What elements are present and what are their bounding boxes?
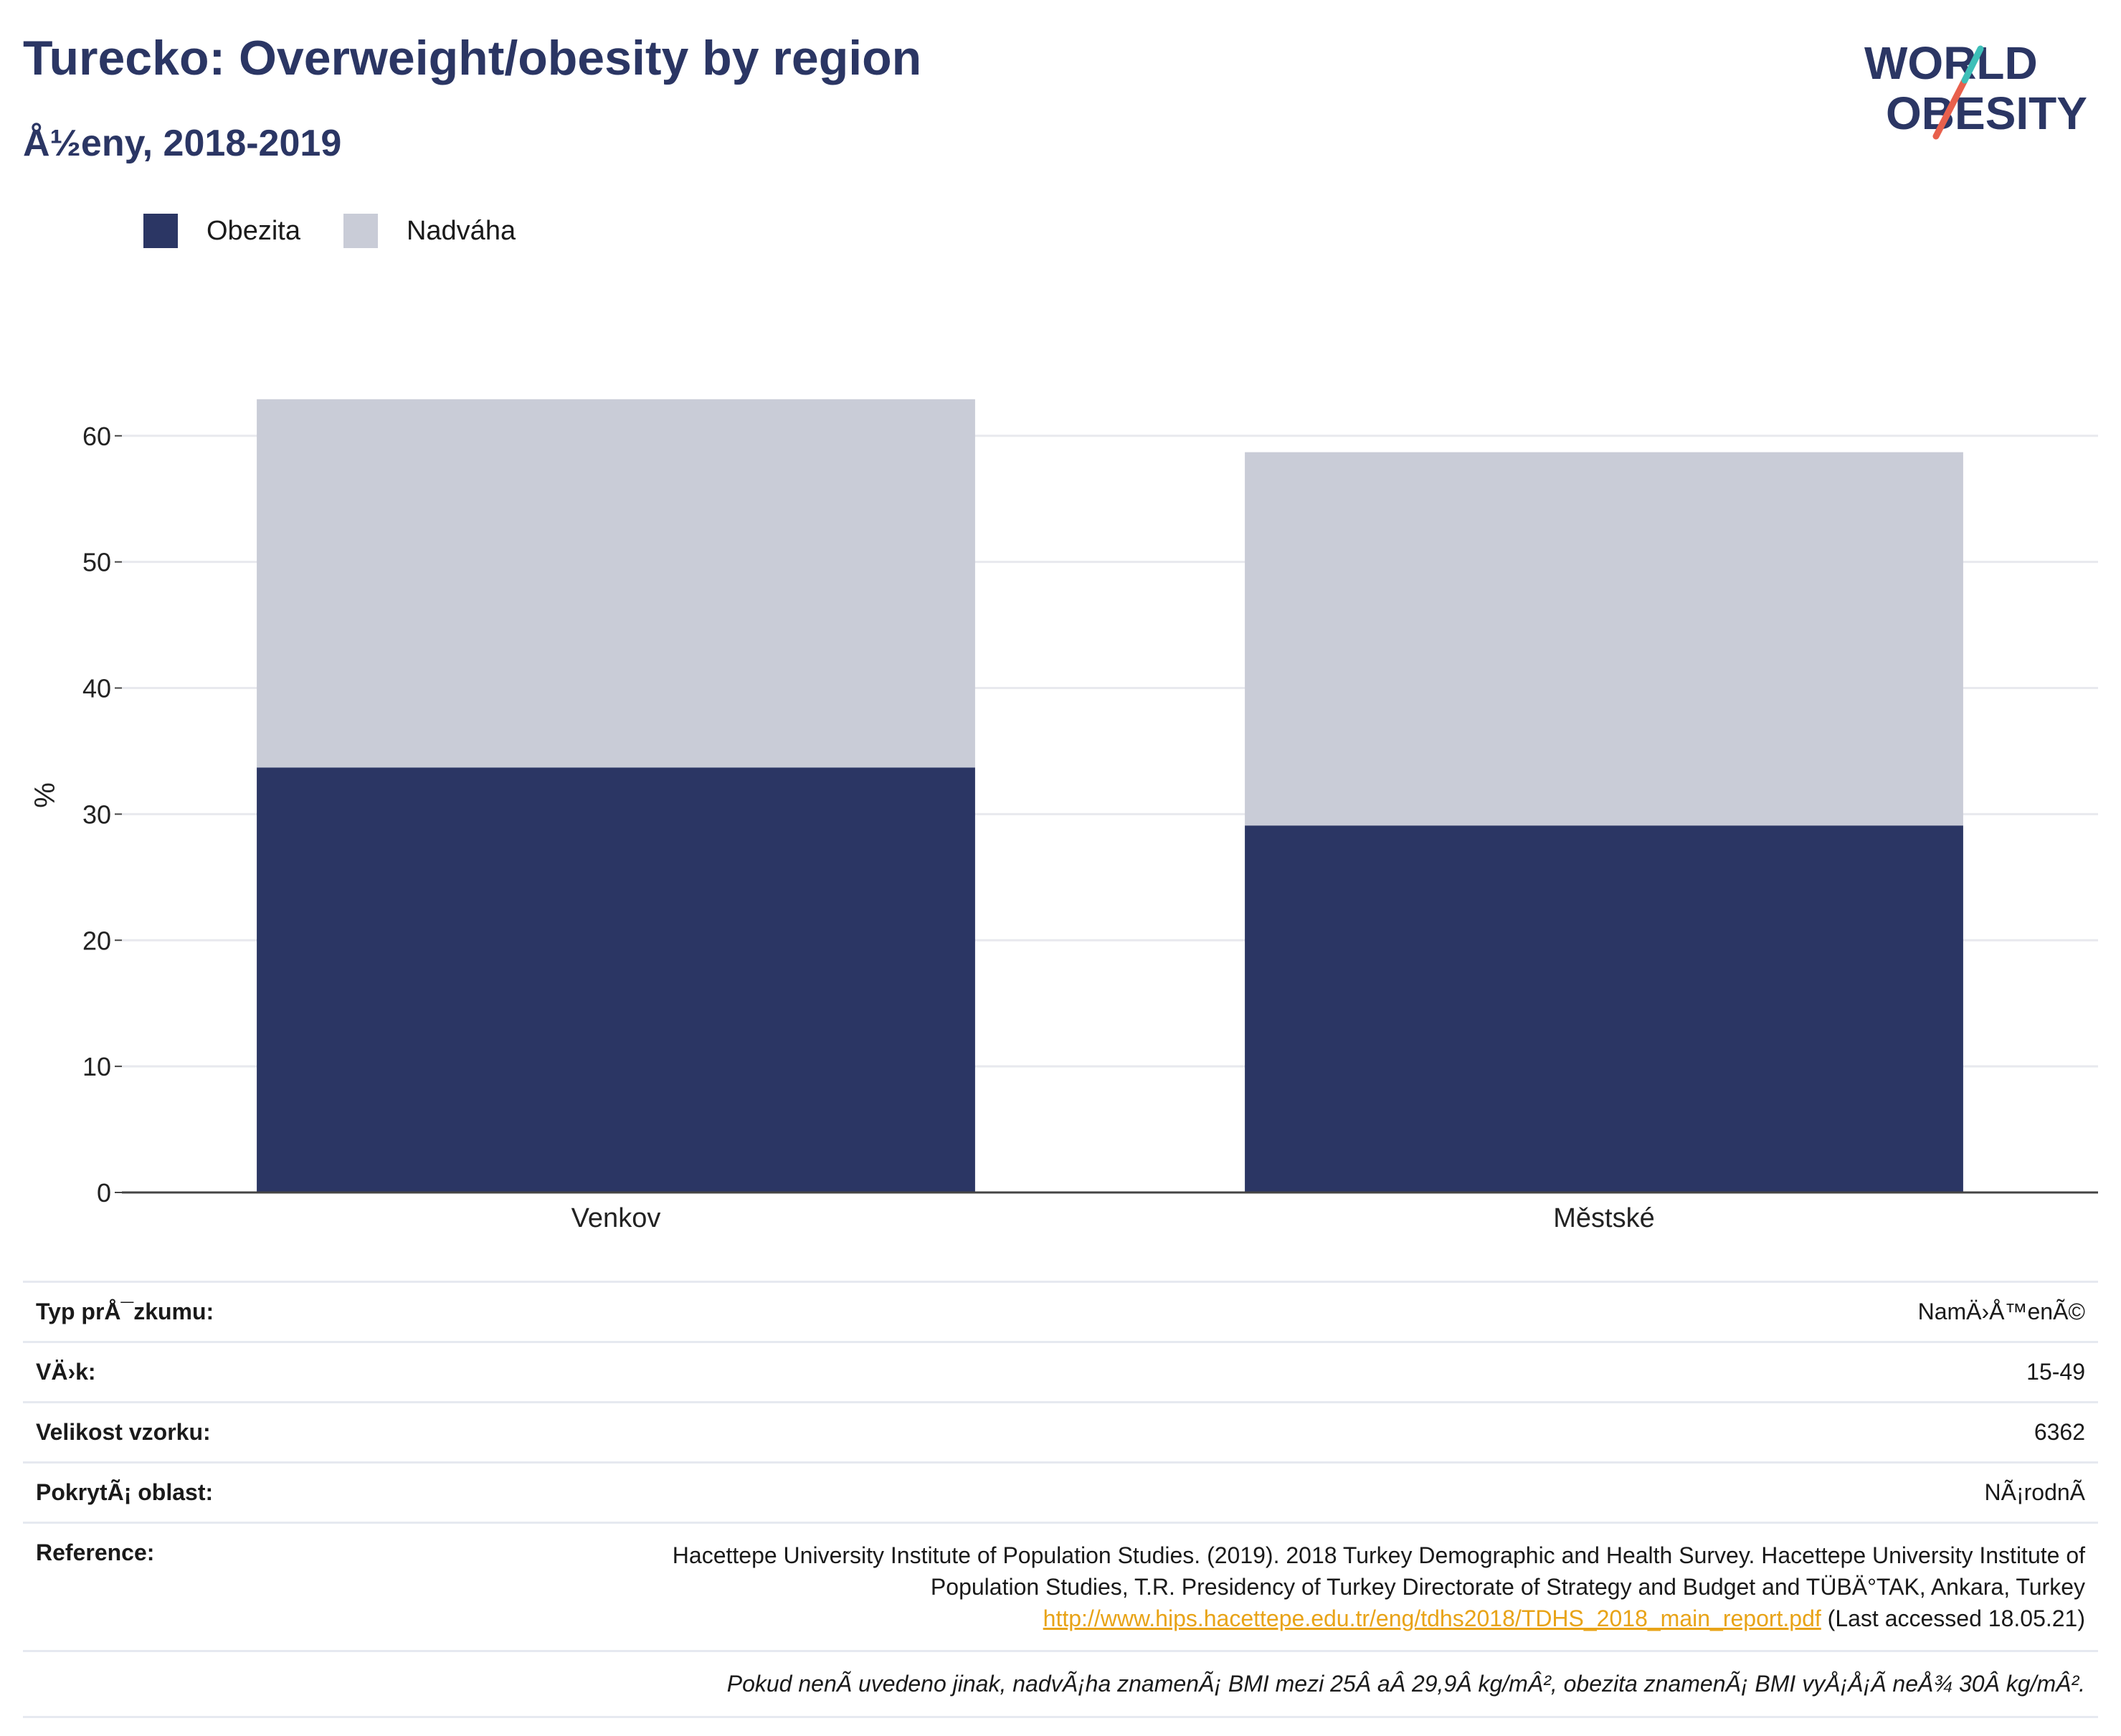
y-tick-label: 50	[82, 548, 111, 577]
stacked-bar-chart: 0 10 20 30 40 50 60% Venkov Městské	[29, 399, 2098, 1233]
definition-note: Pokud nenÃ uvedeno jinak, nadvÃ¡ha zname…	[23, 1650, 2098, 1718]
reference-accessed: (Last accessed 18.05.21)	[1827, 1605, 2085, 1631]
bar-nadváha	[1245, 452, 1963, 826]
x-category-label: Venkov	[571, 1203, 661, 1233]
legend-item-nadvaha[interactable]: Nadváha	[343, 214, 516, 248]
y-tick-label: 20	[82, 926, 111, 955]
meta-row-survey-type: Typ prÅ¯zkumu: NamÄ›Å™enÃ©	[23, 1281, 2098, 1341]
logo-line1: WORLD	[1864, 37, 2038, 89]
logo-line2: OBESITY	[1886, 87, 2087, 139]
age-label: VÄ›k:	[36, 1359, 96, 1385]
y-tick-label: 30	[82, 800, 111, 829]
survey-metadata-table: Typ prÅ¯zkumu: NamÄ›Å™enÃ© VÄ›k: 15-49 V…	[23, 1281, 2098, 1718]
reference-value: Hacettepe University Institute of Popula…	[615, 1540, 2085, 1634]
x-category-label: Městské	[1553, 1203, 1654, 1233]
coverage-value: NÃ¡rodnÃ	[1984, 1479, 2086, 1505]
world-obesity-logo: WORLD OBESITY	[1864, 37, 2087, 140]
chart-legend: Obezita Nadváha	[143, 214, 559, 248]
legend-swatch-nadvaha	[343, 214, 378, 248]
y-tick-label: 40	[82, 674, 111, 703]
legend-label-obezita: Obezita	[207, 215, 300, 246]
reference-link[interactable]: http://www.hips.hacettepe.edu.tr/eng/tdh…	[1043, 1605, 1821, 1631]
bar-obezita	[257, 767, 975, 1192]
meta-row-age: VÄ›k: 15-49	[23, 1341, 2098, 1401]
y-axis-title: %	[29, 782, 61, 808]
meta-row-sample-size: Velikost vzorku: 6362	[23, 1401, 2098, 1461]
meta-row-reference: Reference: Hacettepe University Institut…	[23, 1522, 2098, 1650]
legend-label-nadvaha: Nadváha	[406, 215, 516, 246]
coverage-label: PokrytÃ¡ oblast:	[36, 1479, 214, 1505]
age-value: 15-49	[2026, 1359, 2085, 1385]
chart-title: Turecko: Overweight/obesity by region	[23, 31, 922, 85]
y-tick-label: 60	[82, 422, 111, 451]
meta-row-coverage: PokrytÃ¡ oblast: NÃ¡rodnÃ	[23, 1461, 2098, 1522]
chart-subtitle: Å½eny, 2018-2019	[23, 123, 342, 164]
bar-nadváha	[257, 399, 975, 768]
survey-type-label: Typ prÅ¯zkumu:	[36, 1299, 214, 1324]
legend-item-obezita[interactable]: Obezita	[143, 214, 300, 248]
legend-swatch-obezita	[143, 214, 178, 248]
sample-size-value: 6362	[2034, 1419, 2085, 1445]
y-tick-label: 10	[82, 1052, 111, 1081]
sample-size-label: Velikost vzorku:	[36, 1419, 211, 1445]
bar-obezita	[1245, 825, 1963, 1192]
reference-label: Reference:	[36, 1540, 155, 1565]
survey-type-value: NamÄ›Å™enÃ©	[1917, 1299, 2085, 1324]
y-tick-label: 0	[97, 1178, 111, 1208]
reference-text: Hacettepe University Institute of Popula…	[672, 1542, 2085, 1600]
